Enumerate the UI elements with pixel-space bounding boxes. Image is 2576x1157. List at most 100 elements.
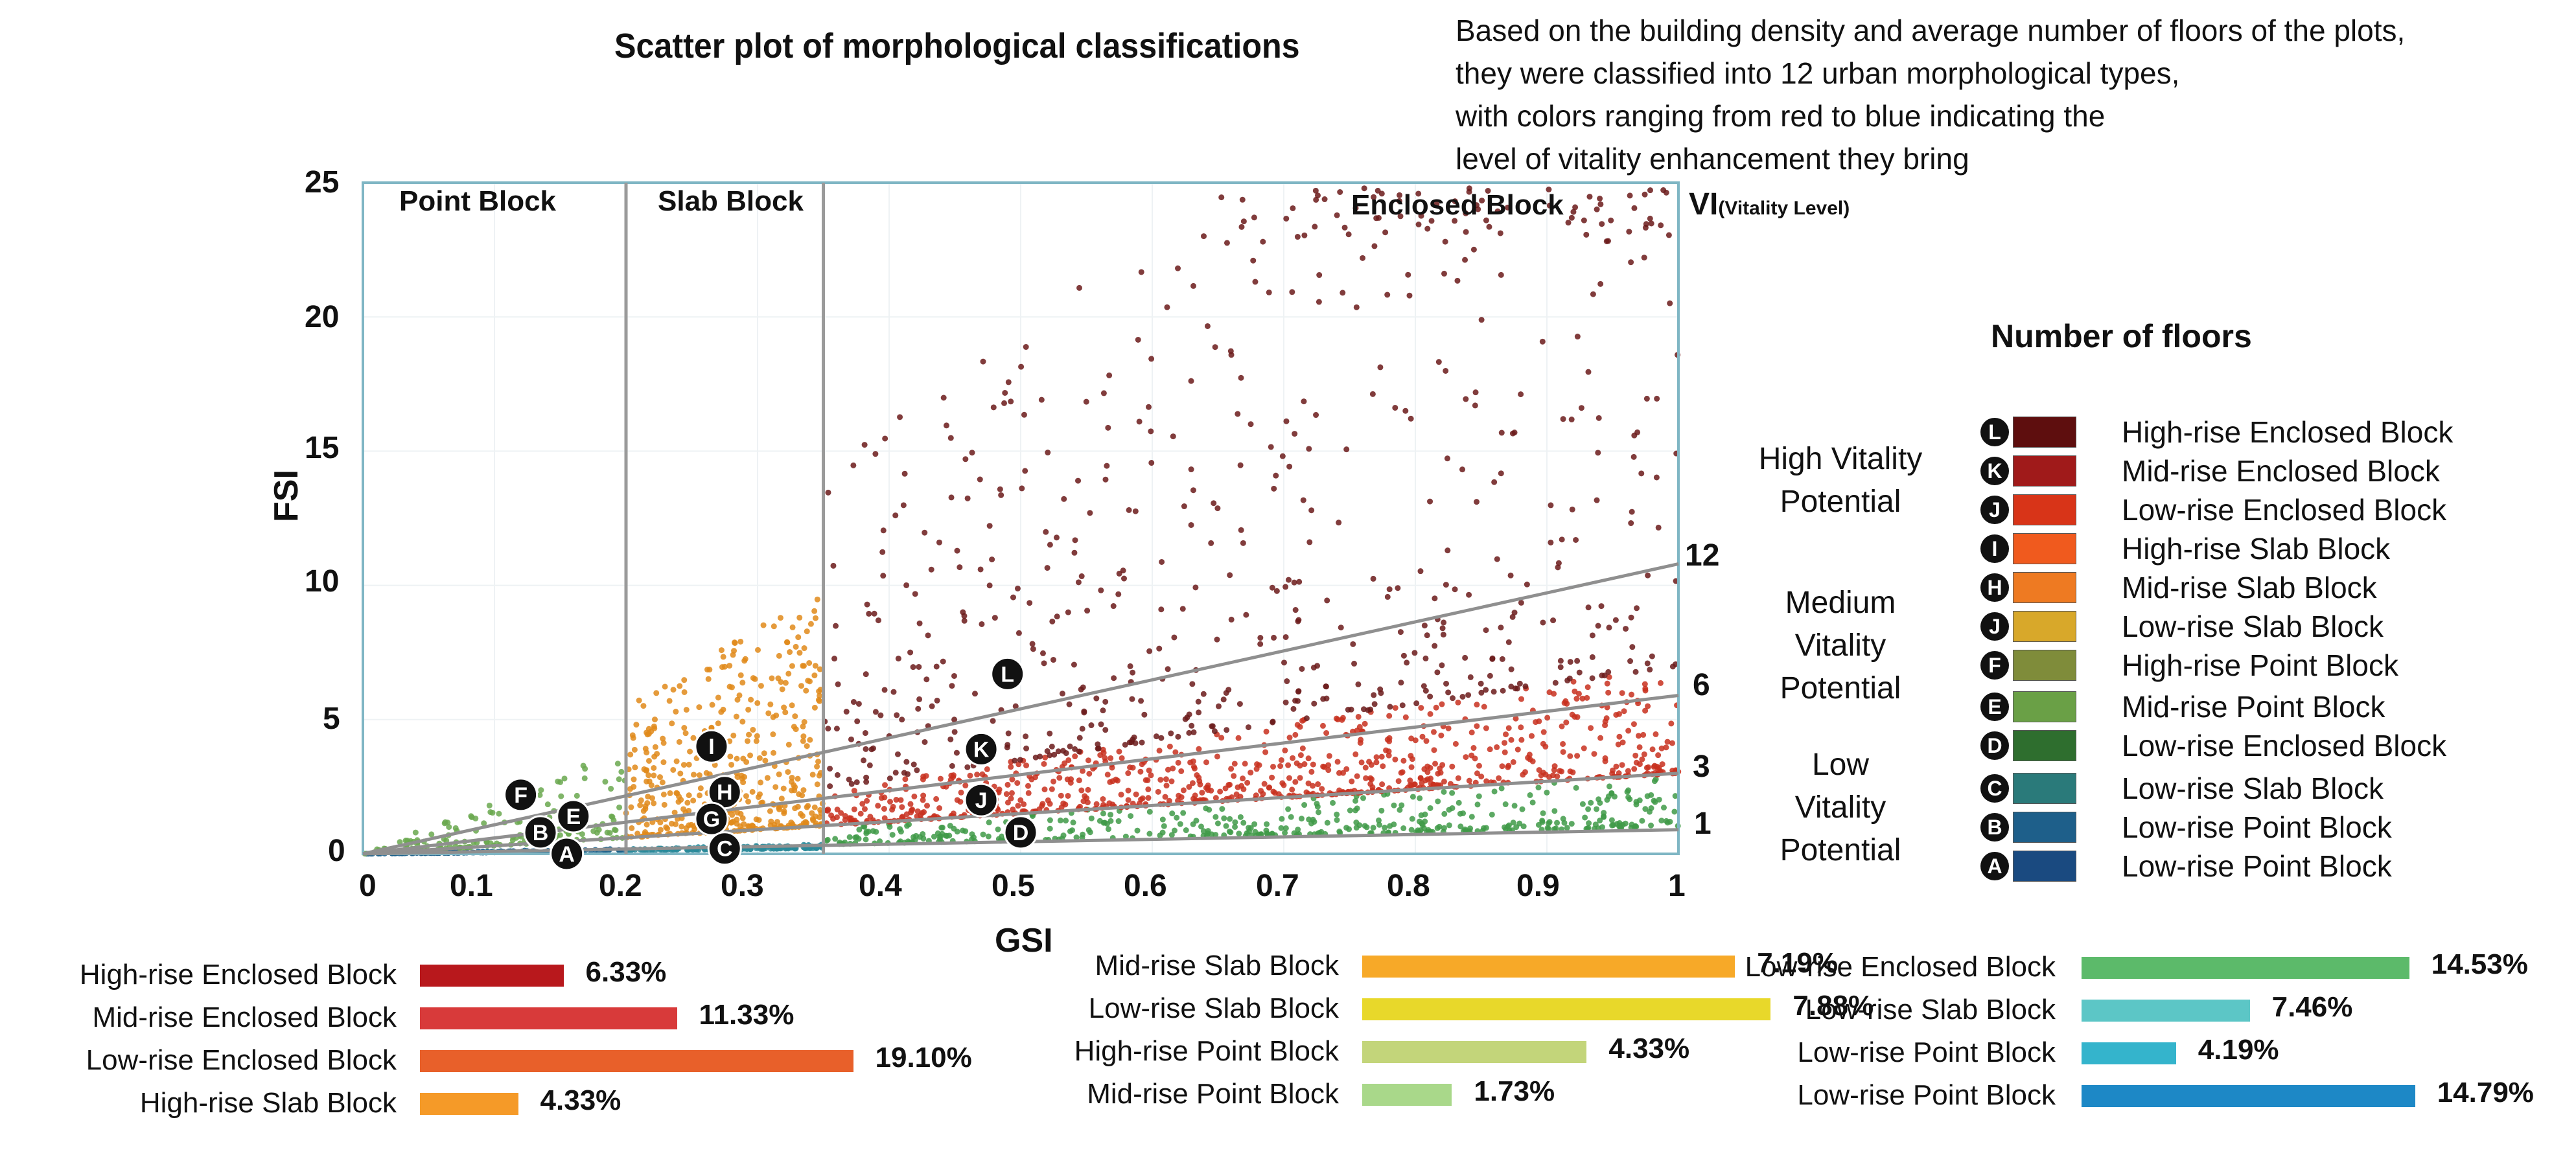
scatter-point [681, 677, 688, 683]
scatter-point [800, 723, 806, 729]
scatter-point [1061, 496, 1067, 502]
scatter-point [1522, 683, 1529, 689]
scatter-point [1627, 658, 1634, 665]
bar [1362, 998, 1771, 1020]
scatter-point [1030, 646, 1036, 652]
scatter-point [1209, 723, 1216, 729]
scatter-point [1281, 782, 1287, 788]
scatter-point [851, 806, 857, 812]
scatter-point [861, 757, 867, 764]
scatter-point [1647, 187, 1653, 194]
bar-category-label: High-rise Point Block [1074, 1035, 1339, 1067]
scatter-point [1500, 687, 1506, 694]
scatter-point [846, 834, 853, 840]
scatter-point [720, 654, 726, 660]
bar [1362, 1084, 1452, 1106]
scatter-point [1083, 398, 1089, 405]
scatter-point [1144, 777, 1151, 783]
scatter-point [1562, 698, 1569, 704]
scatter-point [1397, 629, 1404, 636]
scatter-point [903, 582, 910, 588]
scatter-point [1180, 810, 1187, 816]
scatter-point [743, 793, 749, 799]
scatter-point [607, 830, 613, 836]
scatter-point [1441, 619, 1447, 626]
scatter-point [1005, 379, 1012, 385]
scatter-point [992, 615, 998, 621]
scatter-point [1170, 433, 1176, 440]
scatter-point [1078, 787, 1085, 794]
scatter-point [1004, 781, 1011, 788]
scatter-point [1574, 334, 1581, 340]
scatter-point [1148, 459, 1155, 466]
scatter-point [1486, 223, 1492, 230]
scatter-point [736, 692, 743, 698]
scatter-point [1301, 398, 1307, 405]
scatter-point [1168, 832, 1175, 838]
scatter-point [1223, 823, 1229, 829]
scatter-point [1316, 272, 1323, 279]
scatter-point [1552, 680, 1559, 686]
scatter-point [1579, 695, 1586, 702]
scatter-point [1292, 779, 1299, 785]
scatter-point [1452, 198, 1458, 205]
scatter-point [830, 562, 837, 569]
scatter-point [809, 772, 816, 778]
scatter-point [785, 670, 792, 677]
scatter-point [1392, 404, 1398, 411]
bar-value-label: 7.19% [1757, 947, 1838, 979]
scatter-point [916, 620, 923, 626]
scatter-point [632, 764, 638, 771]
scatter-point [922, 529, 928, 536]
scatter-point [1417, 795, 1423, 801]
scatter-point [1109, 764, 1115, 771]
scatter-point [1624, 788, 1630, 795]
scatter-point [814, 596, 820, 602]
scatter-point [1371, 692, 1377, 698]
scatter-point [1189, 722, 1195, 729]
scatter-point [1671, 808, 1678, 815]
scatter-point [1341, 224, 1348, 231]
scatter-point [1055, 748, 1062, 755]
scatter-point [793, 643, 799, 650]
scatter-point [1498, 430, 1505, 436]
scatter-point [1468, 729, 1475, 736]
scatter-point [1631, 766, 1638, 772]
scatter-point [1181, 503, 1187, 510]
scatter-point [1310, 761, 1316, 768]
scatter-point [1536, 767, 1542, 773]
type-marker: H [707, 775, 742, 810]
scatter-point [1642, 681, 1648, 687]
scatter-point [1118, 792, 1124, 798]
vitality-line-label: 1 [1694, 807, 1712, 841]
scatter-point [1195, 698, 1201, 705]
scatter-point [1463, 210, 1469, 216]
scatter-point [1669, 740, 1675, 746]
scatter-point [1301, 761, 1308, 768]
scatter-point [1491, 479, 1498, 485]
scatter-point [1567, 753, 1573, 759]
scatter-point [1115, 818, 1122, 825]
scatter-point [855, 836, 862, 842]
scatter-point [644, 767, 650, 773]
scatter-point [1370, 825, 1376, 831]
scatter-point [1392, 705, 1398, 711]
scatter-point [1262, 749, 1269, 755]
scatter-point [1282, 584, 1289, 590]
scatter-point [1098, 587, 1104, 593]
scatter-point [1132, 508, 1139, 514]
scatter-point [1022, 468, 1028, 474]
scatter-point [1080, 768, 1086, 774]
type-marker-letter: J [975, 788, 988, 813]
scatter-point [1345, 231, 1352, 238]
scatter-point [811, 704, 818, 711]
scatter-point [796, 650, 803, 656]
scatter-point [744, 738, 750, 744]
scatter-point [1467, 674, 1474, 680]
scatter-point [1445, 547, 1451, 554]
chart-title: Scatter plot of morphological classifica… [614, 27, 1300, 65]
scatter-point [1212, 344, 1218, 350]
scatter-point [1067, 828, 1073, 834]
legend-swatch [2013, 572, 2076, 603]
scatter-point [1215, 703, 1222, 709]
